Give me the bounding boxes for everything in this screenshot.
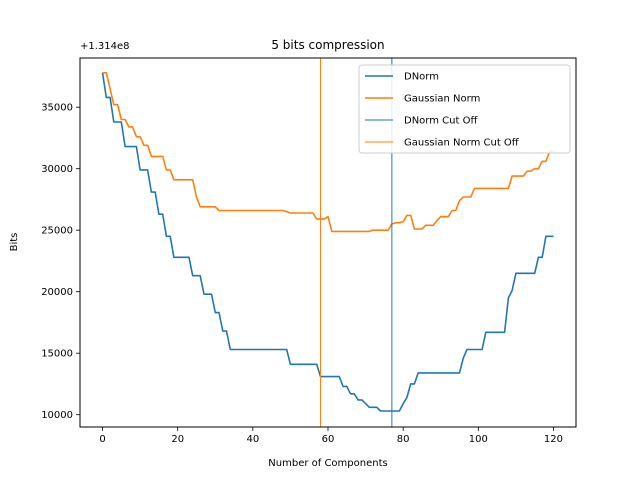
legend-label-dnorm-cut-off: DNorm Cut Off: [404, 116, 478, 127]
x-tick-label: 60: [322, 434, 335, 445]
y-offset-label: +1.314e8: [80, 41, 130, 52]
legend-box: [358, 64, 571, 154]
legend-label-gaussian-norm-cut-off: Gaussian Norm Cut Off: [404, 138, 520, 149]
x-tick-label: 100: [469, 434, 488, 445]
y-tick-label: 20000: [41, 287, 73, 298]
x-tick-label: 40: [246, 434, 259, 445]
x-tick-label: 0: [99, 434, 105, 445]
chart-title: 5 bits compression: [271, 38, 384, 52]
x-tick-label: 80: [397, 434, 410, 445]
legend-label-gaussian-norm: Gaussian Norm: [404, 94, 480, 105]
axis-ticks: 0 20 40 60 80 100 120 10000 15000 20000 25000 30000…: [41, 103, 563, 445]
y-tick-label: 30000: [41, 164, 73, 175]
y-tick-label: 25000: [41, 226, 73, 237]
legend-label-dnorm: DNorm: [404, 72, 439, 83]
series-line-gaussian-norm: [102, 72, 554, 233]
x-axis-label: Number of Components: [268, 458, 387, 469]
series-line-dnorm: [101, 72, 554, 412]
x-tick-label: 20: [171, 434, 184, 445]
y-tick-label: 10000: [41, 410, 73, 421]
y-tick-label: 35000: [41, 103, 73, 114]
y-tick-label: 15000: [41, 349, 73, 360]
x-tick-label: 120: [544, 434, 563, 445]
legend: DNorm Gaussian Norm DNorm Cut Off Gaussian …: [358, 64, 571, 154]
y-axis-label: Bits: [9, 233, 20, 252]
